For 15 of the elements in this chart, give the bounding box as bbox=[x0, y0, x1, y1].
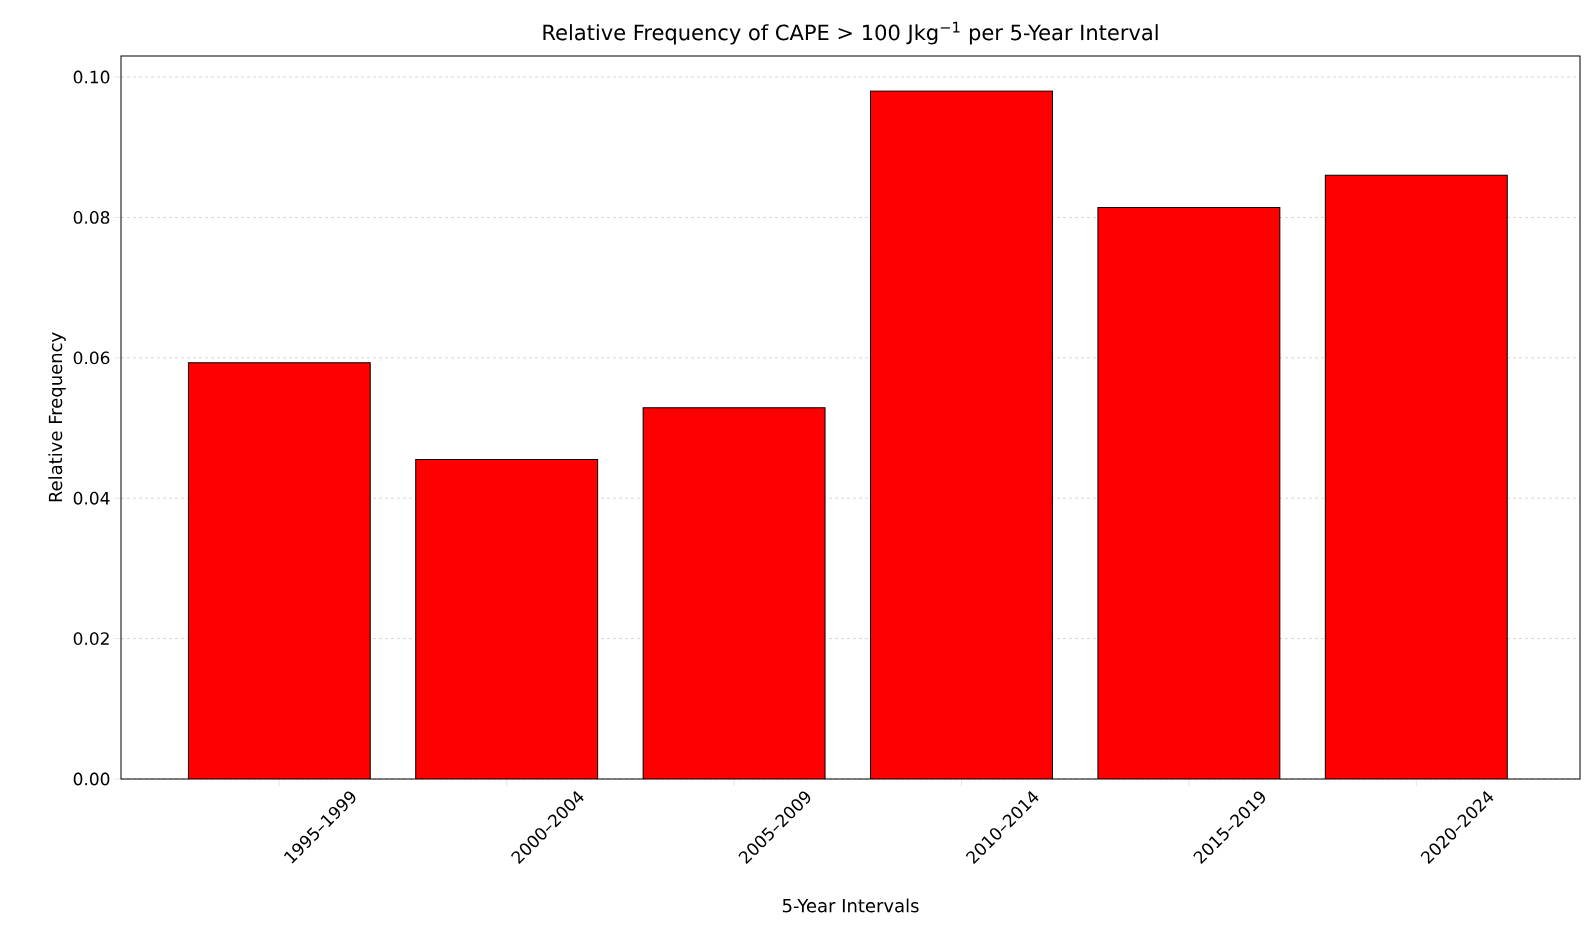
y-tick-label: 0.00 bbox=[73, 772, 110, 786]
bar bbox=[870, 91, 1053, 779]
y-tick-label: 0.06 bbox=[73, 351, 110, 365]
y-tick-label: 0.04 bbox=[73, 491, 110, 505]
y-tick-label: 0.10 bbox=[73, 70, 110, 84]
y-axis-title: Relative Frequency bbox=[48, 332, 66, 502]
bar bbox=[1097, 207, 1281, 779]
chart-title: Relative Frequency of CAPE > 100 Jkg$^{−1}$ per 5-Year Interval bbox=[543, 21, 1158, 45]
bar bbox=[187, 362, 371, 779]
y-tick-label: 0.08 bbox=[73, 211, 110, 224]
x-axis-title: 5-Year Intervals bbox=[782, 898, 919, 913]
bar bbox=[1324, 174, 1508, 779]
y-tick-label: 0.02 bbox=[73, 632, 109, 646]
bar bbox=[415, 459, 599, 779]
bar bbox=[642, 407, 826, 779]
